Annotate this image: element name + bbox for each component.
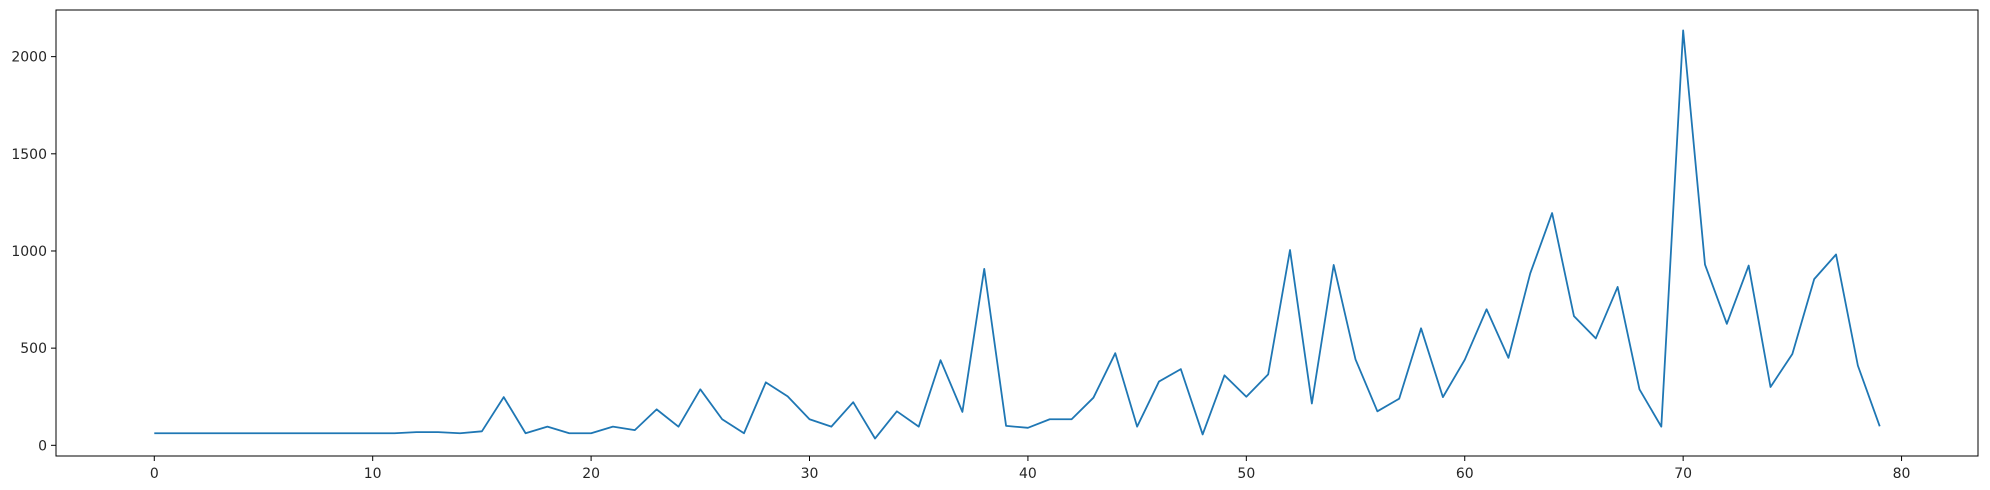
x-tick-label: 30 xyxy=(801,466,819,482)
x-tick-label: 60 xyxy=(1456,466,1474,482)
y-tick-label: 1500 xyxy=(11,147,47,163)
y-axis: 0 500 1000 1500 2000 xyxy=(11,50,56,454)
y-tick-label: 1000 xyxy=(11,244,47,260)
x-axis: 0 10 20 30 40 50 60 70 80 xyxy=(150,456,1911,482)
x-tick-label: 50 xyxy=(1237,466,1255,482)
x-tick-label: 10 xyxy=(364,466,382,482)
x-tick-label: 40 xyxy=(1019,466,1037,482)
x-tick-label: 0 xyxy=(150,466,159,482)
x-tick-label: 80 xyxy=(1893,466,1911,482)
x-tick-label: 20 xyxy=(582,466,600,482)
plot-area xyxy=(55,9,1979,457)
y-tick-label: 0 xyxy=(38,438,47,454)
x-tick-label: 70 xyxy=(1674,466,1692,482)
series-line xyxy=(154,29,1881,440)
y-tick-label: 2000 xyxy=(11,50,47,66)
y-tick-label: 500 xyxy=(20,341,47,357)
plot-frame xyxy=(55,9,1979,457)
